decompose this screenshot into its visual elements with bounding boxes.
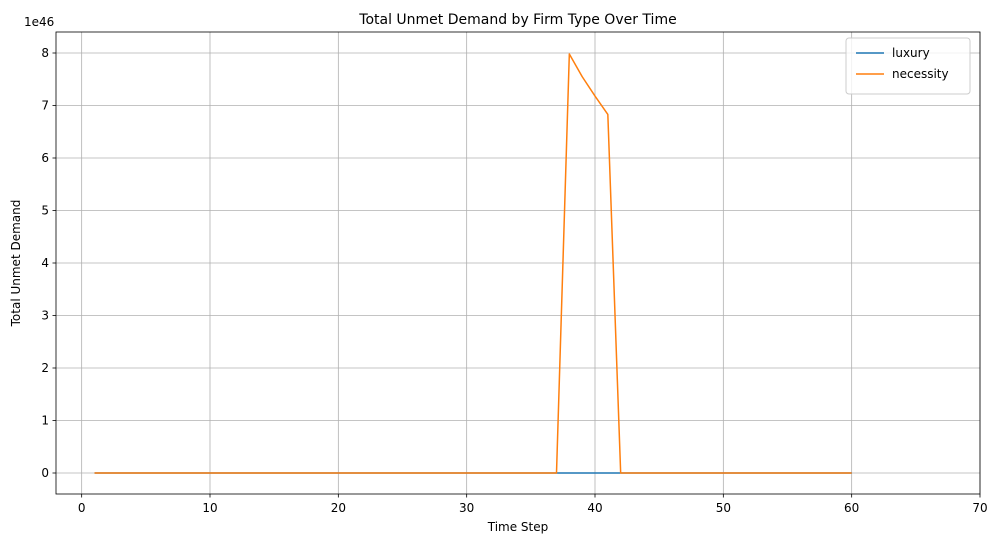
x-tick-label: 0: [78, 501, 86, 515]
x-tick-label: 60: [844, 501, 859, 515]
legend: luxury necessity: [845, 37, 971, 95]
y-tick-label: 2: [41, 361, 49, 375]
chart-title: Total Unmet Demand by Firm Type Over Tim…: [358, 12, 676, 28]
axis-ticks: 0 10 20 30 40 50 60 70 0 1 2 3 4 5 6 7 8: [41, 46, 987, 515]
y-axis-offset-text: 1e46: [24, 15, 54, 29]
y-tick-label: 8: [41, 46, 49, 60]
y-tick-label: 3: [41, 309, 49, 323]
x-tick-label: 10: [202, 501, 217, 515]
series-lines: [94, 53, 852, 474]
y-tick-label: 6: [41, 151, 49, 165]
x-tick-label: 20: [331, 501, 346, 515]
x-axis-label: Time Step: [487, 520, 549, 534]
x-tick-label: 40: [587, 501, 602, 515]
x-tick-label: 70: [972, 501, 987, 515]
series-line-necessity: [94, 53, 852, 474]
y-axis-label: Total Unmet Demand: [9, 200, 23, 328]
x-tick-label: 50: [716, 501, 731, 515]
legend-box: [845, 37, 971, 95]
x-tick-label: 30: [459, 501, 474, 515]
y-tick-label: 4: [41, 256, 49, 270]
legend-label-luxury: luxury: [892, 46, 930, 60]
y-tick-label: 0: [41, 466, 49, 480]
y-tick-label: 1: [41, 414, 49, 428]
y-tick-label: 7: [41, 99, 49, 113]
legend-label-necessity: necessity: [892, 67, 949, 81]
y-tick-label: 5: [41, 204, 49, 218]
